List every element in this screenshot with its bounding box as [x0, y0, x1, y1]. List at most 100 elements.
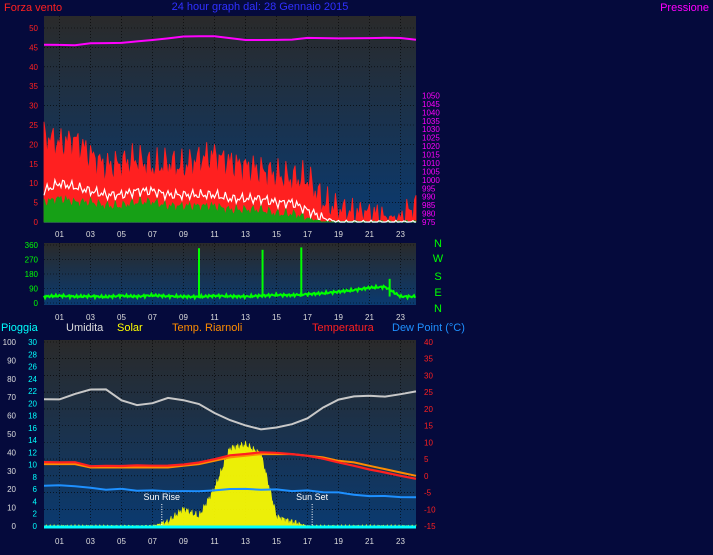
y-right-tick-1000: 1000 — [422, 176, 440, 185]
x-tick-label-03: 03 — [86, 537, 95, 546]
compass-label-2: S — [434, 271, 441, 283]
x-tick-label-07: 07 — [148, 230, 157, 239]
y-left-tick-30: 30 — [29, 102, 38, 111]
rain-tick-6: 6 — [33, 485, 38, 494]
humidity-tick-40: 40 — [7, 448, 16, 457]
x-tick-label-23: 23 — [396, 537, 405, 546]
rain-tick-22: 22 — [28, 387, 37, 396]
series-wind-avg-line — [43, 177, 416, 223]
y-left-tick-35: 35 — [29, 82, 38, 91]
x-tick-label-03: 03 — [86, 230, 95, 239]
rain-tick-2: 2 — [33, 510, 38, 519]
rain-tick-26: 26 — [28, 363, 37, 372]
y-right-tick-1015: 1015 — [422, 151, 440, 160]
header-right-label: Pressione — [660, 2, 709, 14]
x-tick-label-19: 19 — [334, 230, 343, 239]
y-left-tick-25: 25 — [29, 121, 38, 130]
series-temperature-line — [43, 451, 417, 480]
humidity-tick-90: 90 — [7, 356, 16, 365]
y-right-tick-1045: 1045 — [422, 100, 440, 109]
rain-tick-0: 0 — [33, 522, 38, 531]
legend-temperature: Temperatura — [312, 322, 375, 334]
x-tick-label-19: 19 — [334, 313, 343, 322]
x-tick-label-17: 17 — [303, 313, 312, 322]
temp-tick--10: -10 — [424, 505, 436, 514]
x-tick-label-15: 15 — [272, 230, 281, 239]
compass-label-3: E — [434, 287, 441, 299]
y-left-tick-50: 50 — [29, 24, 38, 33]
dir-tick-0: 0 — [34, 299, 39, 308]
humidity-tick-60: 60 — [7, 412, 16, 421]
dir-tick-270: 270 — [25, 256, 39, 265]
x-tick-label-23: 23 — [396, 313, 405, 322]
y-left-tick-45: 45 — [29, 43, 38, 52]
x-tick-label-21: 21 — [365, 537, 374, 546]
x-tick-label-13: 13 — [241, 537, 250, 546]
y-right-tick-1005: 1005 — [422, 167, 440, 176]
y-right-tick-1040: 1040 — [422, 108, 440, 117]
x-tick-label-11: 11 — [210, 230, 219, 239]
y-left-tick-40: 40 — [29, 63, 38, 72]
rain-tick-28: 28 — [28, 350, 37, 359]
humidity-tick-100: 100 — [3, 338, 17, 347]
y-right-tick-975: 975 — [422, 218, 436, 227]
rain-tick-4: 4 — [33, 497, 38, 506]
temp-tick-35: 35 — [424, 355, 433, 364]
annotation-label-0: Sun Rise — [144, 492, 181, 502]
humidity-tick-30: 30 — [7, 467, 16, 476]
compass-label-0: N — [434, 238, 442, 250]
x-tick-label-01: 01 — [55, 230, 64, 239]
temp-tick-10: 10 — [424, 438, 433, 447]
y-left-tick-5: 5 — [34, 199, 39, 208]
legend-solar: Solar — [117, 322, 143, 334]
x-tick-label-01: 01 — [55, 537, 64, 546]
x-tick-label-13: 13 — [241, 313, 250, 322]
compass-label-4: N — [434, 303, 442, 315]
y-right-tick-1025: 1025 — [422, 134, 440, 143]
y-right-tick-995: 995 — [422, 184, 436, 193]
humidity-tick-50: 50 — [7, 430, 16, 439]
panel-wind-pressure: 0510152025303540455097598098599099510001… — [29, 16, 440, 239]
x-tick-label-05: 05 — [117, 230, 126, 239]
y-left-tick-10: 10 — [29, 179, 38, 188]
humidity-tick-10: 10 — [7, 504, 16, 513]
legend-windchill: Temp. Riarnoli — [172, 322, 242, 334]
humidity-tick-0: 0 — [12, 522, 17, 531]
rain-tick-12: 12 — [28, 448, 37, 457]
annotation-label-1: Sun Set — [296, 492, 329, 502]
x-tick-label-17: 17 — [303, 230, 312, 239]
series-windchill-line — [44, 453, 417, 477]
x-tick-label-11: 11 — [210, 313, 219, 322]
y-right-tick-1050: 1050 — [422, 91, 440, 100]
x-tick-label-05: 05 — [117, 537, 126, 546]
x-tick-label-17: 17 — [303, 537, 312, 546]
y-right-tick-1010: 1010 — [422, 159, 440, 168]
rain-tick-10: 10 — [28, 461, 37, 470]
x-tick-label-01: 01 — [55, 313, 64, 322]
legend-humidity: Umidita — [66, 322, 104, 334]
x-tick-label-21: 21 — [365, 313, 374, 322]
y-left-tick-0: 0 — [34, 218, 39, 227]
x-tick-label-15: 15 — [272, 537, 281, 546]
x-tick-label-07: 07 — [148, 537, 157, 546]
rain-tick-16: 16 — [28, 424, 37, 433]
x-tick-label-15: 15 — [272, 313, 281, 322]
temp-tick--15: -15 — [424, 522, 436, 531]
temp-tick-30: 30 — [424, 371, 433, 380]
series-dewpoint-line — [43, 484, 417, 499]
x-tick-label-21: 21 — [365, 230, 374, 239]
y-right-tick-1035: 1035 — [422, 117, 440, 126]
y-right-tick-985: 985 — [422, 201, 436, 210]
series-pressure-line — [43, 35, 417, 47]
rain-tick-20: 20 — [28, 399, 37, 408]
series-humidity-line — [43, 388, 417, 431]
x-tick-label-05: 05 — [117, 313, 126, 322]
humidity-tick-70: 70 — [7, 393, 16, 402]
temp-tick--5: -5 — [424, 489, 432, 498]
temp-tick-20: 20 — [424, 405, 433, 414]
x-tick-label-19: 19 — [334, 537, 343, 546]
humidity-tick-80: 80 — [7, 375, 16, 384]
series-fill-0 — [43, 121, 417, 224]
